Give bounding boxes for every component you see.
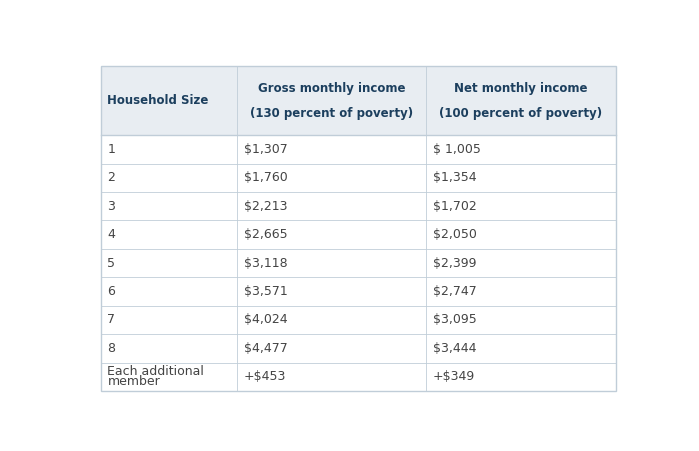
Text: (100 percent of poverty): (100 percent of poverty) (439, 106, 603, 120)
Text: Each additional: Each additional (108, 365, 204, 378)
Text: +$453: +$453 (244, 370, 286, 383)
Text: $2,747: $2,747 (433, 285, 477, 298)
Text: 7: 7 (108, 313, 115, 327)
Text: 2: 2 (108, 171, 115, 184)
Text: 1: 1 (108, 143, 115, 156)
Text: $1,354: $1,354 (433, 171, 476, 184)
Text: $1,702: $1,702 (433, 200, 477, 213)
Text: $1,307: $1,307 (244, 143, 287, 156)
Bar (101, 135, 616, 391)
Text: $1,760: $1,760 (244, 171, 287, 184)
Text: 6: 6 (108, 285, 115, 298)
Text: $2,213: $2,213 (244, 200, 287, 213)
Text: (130 percent of poverty): (130 percent of poverty) (250, 106, 413, 120)
Text: $3,118: $3,118 (244, 257, 287, 270)
Text: +$349: +$349 (433, 370, 475, 383)
Text: Net monthly income: Net monthly income (454, 82, 588, 95)
Text: 4: 4 (108, 228, 115, 241)
Text: $3,095: $3,095 (433, 313, 477, 327)
Text: Household Size: Household Size (108, 94, 209, 107)
Text: $2,665: $2,665 (244, 228, 287, 241)
Text: $4,477: $4,477 (244, 342, 287, 355)
Text: $ 1,005: $ 1,005 (433, 143, 480, 156)
Text: $3,571: $3,571 (244, 285, 287, 298)
Text: 3: 3 (108, 200, 115, 213)
Text: 5: 5 (108, 257, 115, 270)
Text: 8: 8 (108, 342, 115, 355)
Text: Gross monthly income: Gross monthly income (258, 82, 405, 95)
Text: $2,399: $2,399 (433, 257, 476, 270)
Text: $4,024: $4,024 (244, 313, 287, 327)
Bar (101, 66, 616, 135)
Text: $3,444: $3,444 (433, 342, 476, 355)
Text: member: member (108, 375, 160, 388)
Text: $2,050: $2,050 (433, 228, 477, 241)
